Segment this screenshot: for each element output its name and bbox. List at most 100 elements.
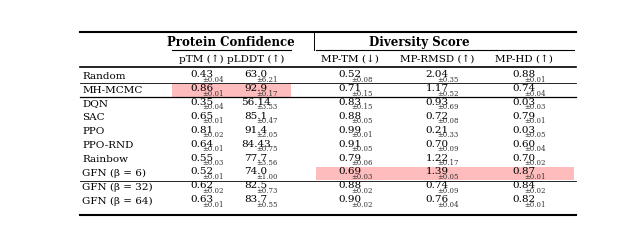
Text: ±0.75: ±0.75 bbox=[257, 145, 278, 153]
Text: 77.7: 77.7 bbox=[244, 154, 268, 163]
FancyBboxPatch shape bbox=[172, 84, 224, 97]
Text: 0.70: 0.70 bbox=[426, 140, 449, 149]
Text: 1.17: 1.17 bbox=[426, 84, 449, 93]
Text: 2.04: 2.04 bbox=[426, 70, 449, 79]
FancyBboxPatch shape bbox=[392, 167, 477, 180]
Text: ±0.55: ±0.55 bbox=[257, 201, 278, 209]
Text: 0.69: 0.69 bbox=[339, 167, 362, 176]
Text: 0.43: 0.43 bbox=[190, 70, 213, 79]
Text: SAC: SAC bbox=[83, 113, 105, 122]
Text: 91.4: 91.4 bbox=[244, 126, 268, 135]
Text: PPO-RND: PPO-RND bbox=[83, 141, 134, 150]
Text: ±0.01: ±0.01 bbox=[202, 145, 223, 153]
Text: 92.9: 92.9 bbox=[244, 84, 268, 93]
Text: ±0.17: ±0.17 bbox=[257, 90, 278, 98]
Text: 0.86: 0.86 bbox=[190, 84, 213, 93]
Text: 0.64: 0.64 bbox=[190, 140, 213, 149]
Text: 0.83: 0.83 bbox=[339, 98, 362, 107]
Text: ±0.08: ±0.08 bbox=[438, 117, 459, 125]
Text: 0.52: 0.52 bbox=[190, 167, 213, 176]
Text: ±0.02: ±0.02 bbox=[351, 201, 372, 209]
Text: ±0.04: ±0.04 bbox=[202, 103, 223, 111]
Text: 0.60: 0.60 bbox=[513, 140, 536, 149]
Text: MP-TM (↓): MP-TM (↓) bbox=[321, 55, 380, 64]
Text: ±0.01: ±0.01 bbox=[202, 90, 223, 98]
Text: 0.55: 0.55 bbox=[190, 154, 213, 163]
Text: 0.03: 0.03 bbox=[513, 98, 536, 107]
Text: ±0.01: ±0.01 bbox=[524, 201, 546, 209]
Text: 85.1: 85.1 bbox=[244, 112, 268, 121]
Text: 0.62: 0.62 bbox=[190, 181, 213, 190]
Text: 0.84: 0.84 bbox=[513, 181, 536, 190]
Text: ±0.05: ±0.05 bbox=[351, 117, 372, 125]
Text: 1.39: 1.39 bbox=[426, 167, 449, 176]
Text: 0.74: 0.74 bbox=[426, 181, 449, 190]
Text: 74.0: 74.0 bbox=[244, 167, 268, 176]
Text: Rainbow: Rainbow bbox=[83, 155, 129, 164]
Text: 0.65: 0.65 bbox=[190, 112, 213, 121]
Text: ±0.01: ±0.01 bbox=[202, 201, 223, 209]
Text: Protein Confidence: Protein Confidence bbox=[168, 36, 295, 48]
Text: ±2.05: ±2.05 bbox=[257, 131, 278, 139]
Text: 0.35: 0.35 bbox=[190, 98, 213, 107]
Text: ±0.09: ±0.09 bbox=[438, 187, 459, 195]
Text: 0.93: 0.93 bbox=[426, 98, 449, 107]
Text: ±3.53: ±3.53 bbox=[257, 103, 278, 111]
Text: 0.63: 0.63 bbox=[190, 195, 213, 204]
Text: GFN (β = 64): GFN (β = 64) bbox=[83, 197, 153, 206]
Text: GFN (β = 32): GFN (β = 32) bbox=[83, 183, 153, 192]
Text: 0.21: 0.21 bbox=[426, 126, 449, 135]
Text: ±0.15: ±0.15 bbox=[351, 90, 372, 98]
Text: 63.0: 63.0 bbox=[244, 70, 268, 79]
Text: MP-RMSD (↑): MP-RMSD (↑) bbox=[400, 55, 474, 64]
Text: 0.88: 0.88 bbox=[513, 70, 536, 79]
Text: ±0.73: ±0.73 bbox=[257, 187, 278, 195]
Text: ±0.69: ±0.69 bbox=[438, 103, 459, 111]
Text: ±0.05: ±0.05 bbox=[351, 145, 372, 153]
Text: 56.14: 56.14 bbox=[241, 98, 271, 107]
Text: ±0.01: ±0.01 bbox=[202, 173, 223, 181]
Text: ±0.04: ±0.04 bbox=[438, 201, 459, 209]
Text: 0.88: 0.88 bbox=[339, 181, 362, 190]
Text: 0.72: 0.72 bbox=[426, 112, 449, 121]
Text: ±0.03: ±0.03 bbox=[202, 159, 223, 167]
Text: 0.79: 0.79 bbox=[339, 154, 362, 163]
Text: ±0.35: ±0.35 bbox=[438, 76, 459, 84]
Text: 0.82: 0.82 bbox=[513, 195, 536, 204]
Text: 0.74: 0.74 bbox=[513, 84, 536, 93]
Text: ±0.05: ±0.05 bbox=[524, 131, 546, 139]
Text: 82.5: 82.5 bbox=[244, 181, 268, 190]
Text: ±0.52: ±0.52 bbox=[438, 90, 459, 98]
Text: 0.87: 0.87 bbox=[513, 167, 536, 176]
Text: MH-MCMC: MH-MCMC bbox=[83, 86, 143, 95]
Text: ±0.01: ±0.01 bbox=[524, 117, 546, 125]
Text: ±6.21: ±6.21 bbox=[257, 76, 278, 84]
Text: 0.79: 0.79 bbox=[513, 112, 536, 121]
Text: MP-HD (↑): MP-HD (↑) bbox=[495, 55, 553, 64]
Text: ±3.56: ±3.56 bbox=[257, 159, 278, 167]
FancyBboxPatch shape bbox=[477, 167, 573, 180]
Text: 0.90: 0.90 bbox=[339, 195, 362, 204]
Text: ±0.01: ±0.01 bbox=[524, 76, 546, 84]
Text: 0.88: 0.88 bbox=[339, 112, 362, 121]
Text: ±0.02: ±0.02 bbox=[524, 159, 546, 167]
Text: 1.22: 1.22 bbox=[426, 154, 449, 163]
Text: 0.52: 0.52 bbox=[339, 70, 362, 79]
Text: ±0.33: ±0.33 bbox=[438, 131, 459, 139]
Text: ±0.02: ±0.02 bbox=[524, 187, 546, 195]
Text: 84.43: 84.43 bbox=[241, 140, 271, 149]
Text: ±1.00: ±1.00 bbox=[257, 173, 278, 181]
Text: 0.71: 0.71 bbox=[339, 84, 362, 93]
Text: 83.7: 83.7 bbox=[244, 195, 268, 204]
Text: PPO: PPO bbox=[83, 127, 105, 136]
Text: DQN: DQN bbox=[83, 100, 109, 108]
Text: ±0.09: ±0.09 bbox=[438, 145, 459, 153]
Text: ±0.02: ±0.02 bbox=[202, 187, 223, 195]
Text: ±0.02: ±0.02 bbox=[351, 187, 372, 195]
Text: pLDDT (↑): pLDDT (↑) bbox=[227, 54, 285, 64]
Text: GFN (β = 6): GFN (β = 6) bbox=[83, 169, 147, 178]
Text: ±0.01: ±0.01 bbox=[524, 173, 546, 181]
Text: ±0.01: ±0.01 bbox=[351, 131, 372, 139]
Text: 0.70: 0.70 bbox=[513, 154, 536, 163]
Text: 0.76: 0.76 bbox=[426, 195, 449, 204]
